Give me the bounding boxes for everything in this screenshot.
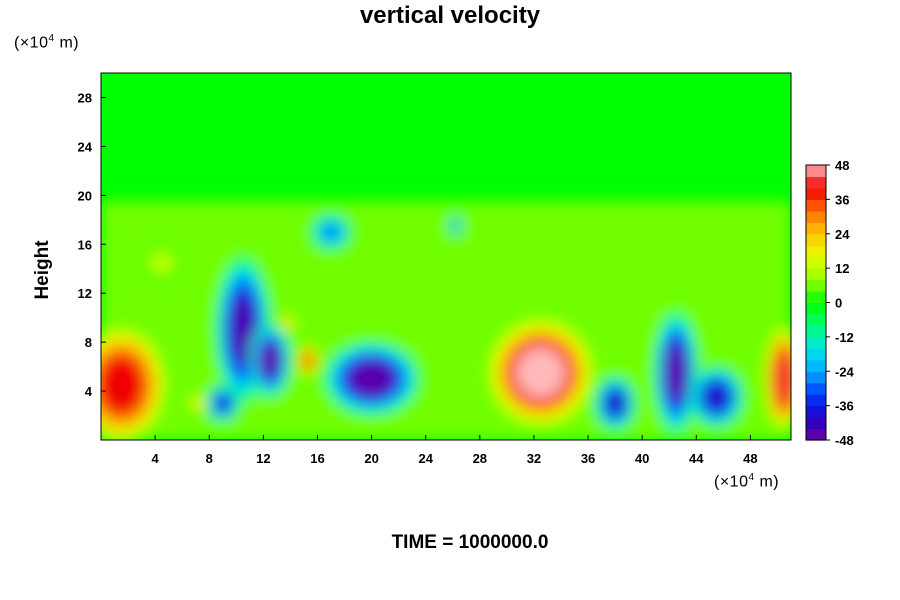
colorbar-tick-label: 36 [835, 192, 849, 207]
field-feature-13-level-5 [704, 383, 729, 412]
colorbar-tick-label: -36 [835, 399, 854, 414]
colorbar-swatch [806, 165, 826, 178]
field-feature-0-level-5 [101, 356, 143, 413]
colorbar-tick-label: 12 [835, 261, 849, 276]
y-unit-prefix: (×10 [14, 34, 49, 52]
x-tick-label: 28 [473, 451, 487, 466]
x-unit-prefix: (×10 [714, 473, 749, 491]
colorbar-swatch [806, 336, 826, 349]
colorbar-tick-label: -48 [835, 433, 854, 448]
colorbar-swatch [806, 199, 826, 212]
field-feature-2-level-5 [774, 353, 791, 405]
field-feature-3-level-5 [302, 353, 314, 368]
field-feature-15-level-5 [452, 220, 458, 231]
colorbar-swatch [806, 371, 826, 384]
colorbar-swatch [806, 245, 826, 258]
x-tick-label: 32 [527, 451, 541, 466]
colorbar-swatch [806, 348, 826, 361]
colorbar-swatch [806, 417, 826, 430]
field-feature-12-level-5 [666, 344, 686, 401]
x-tick-label: 4 [152, 451, 160, 466]
colorbar-swatch [806, 222, 826, 235]
x-tick-label: 48 [743, 451, 757, 466]
x-tick-label: 44 [689, 451, 704, 466]
y-tick-label: 24 [78, 139, 93, 154]
y-tick-label: 8 [85, 335, 92, 350]
colorbar-swatch [806, 382, 826, 395]
field-feature-1-level-5 [515, 347, 566, 398]
colorbar-swatch [806, 291, 826, 304]
x-tick-label: 40 [635, 451, 649, 466]
chart-title: vertical velocity [359, 2, 541, 29]
colorbar-tick-label: 24 [835, 227, 850, 242]
colorbar-swatch [806, 405, 826, 418]
x-tick-label: 20 [364, 451, 378, 466]
colorbar-tick-label: -24 [835, 364, 855, 379]
plot-frame [100, 72, 792, 441]
x-axis: 4 8 12 16 20 24 28 32 36 40 44 48 [152, 435, 758, 466]
y-tick-label: 12 [78, 286, 92, 301]
velocity-field [101, 201, 791, 440]
colorbar-swatch [806, 268, 826, 281]
colorbar-swatch [806, 325, 826, 338]
colorbar-swatch [806, 394, 826, 407]
field-feature-4-level-5 [283, 319, 292, 329]
colorbar-swatch [806, 176, 826, 189]
field-feature-8-level-5 [260, 343, 280, 378]
colorbar-swatch [806, 256, 826, 269]
colorbar-tick-label: -12 [835, 330, 854, 345]
y-unit-exponent: 4 [48, 33, 55, 44]
field-feature-14-level-5 [321, 223, 341, 241]
x-unit-exponent: 4 [748, 472, 755, 483]
x-unit-suffix: m) [754, 473, 780, 491]
colorbar-swatch [806, 210, 826, 223]
y-unit-suffix: m) [54, 34, 80, 52]
field-feature-10-level-5 [349, 362, 394, 396]
field-feature-6-level-5 [152, 254, 172, 272]
colorbar: 48 36 24 12 0 -12 -24 -36 -48 [805, 158, 855, 448]
y-tick-label: 28 [78, 90, 92, 105]
field-feature-9-level-5 [215, 394, 231, 412]
x-tick-label: 24 [418, 451, 433, 466]
x-tick-label: 16 [310, 451, 324, 466]
x-axis-unit-label: (×104 m) [714, 472, 779, 491]
colorbar-swatch [806, 233, 826, 246]
x-tick-label: 12 [256, 451, 270, 466]
field-feature-5-level-5 [193, 398, 204, 408]
plot-area [101, 73, 791, 440]
y-tick-label: 20 [78, 188, 92, 203]
colorbar-swatch [806, 279, 826, 292]
x-tick-label: 8 [206, 451, 213, 466]
y-axis-unit-label: (×104 m) [14, 33, 79, 52]
colorbar-swatch [806, 302, 826, 315]
colorbar-tick-label: 0 [835, 296, 842, 311]
y-tick-label: 16 [78, 237, 92, 252]
x-tick-label: 36 [581, 451, 595, 466]
field-feature-11-level-5 [605, 390, 625, 416]
colorbar-swatch [806, 187, 826, 200]
colorbar-swatch [806, 313, 826, 327]
time-label: TIME = 1000000.0 [391, 532, 549, 553]
y-axis: 4 8 12 16 20 24 28 [78, 90, 106, 399]
field-feature-7-level-5 [230, 296, 256, 364]
colorbar-swatch [806, 359, 826, 372]
y-tick-label: 4 [85, 384, 93, 399]
colorbar-tick-label: 48 [835, 158, 849, 173]
colorbar-swatch [806, 428, 826, 441]
